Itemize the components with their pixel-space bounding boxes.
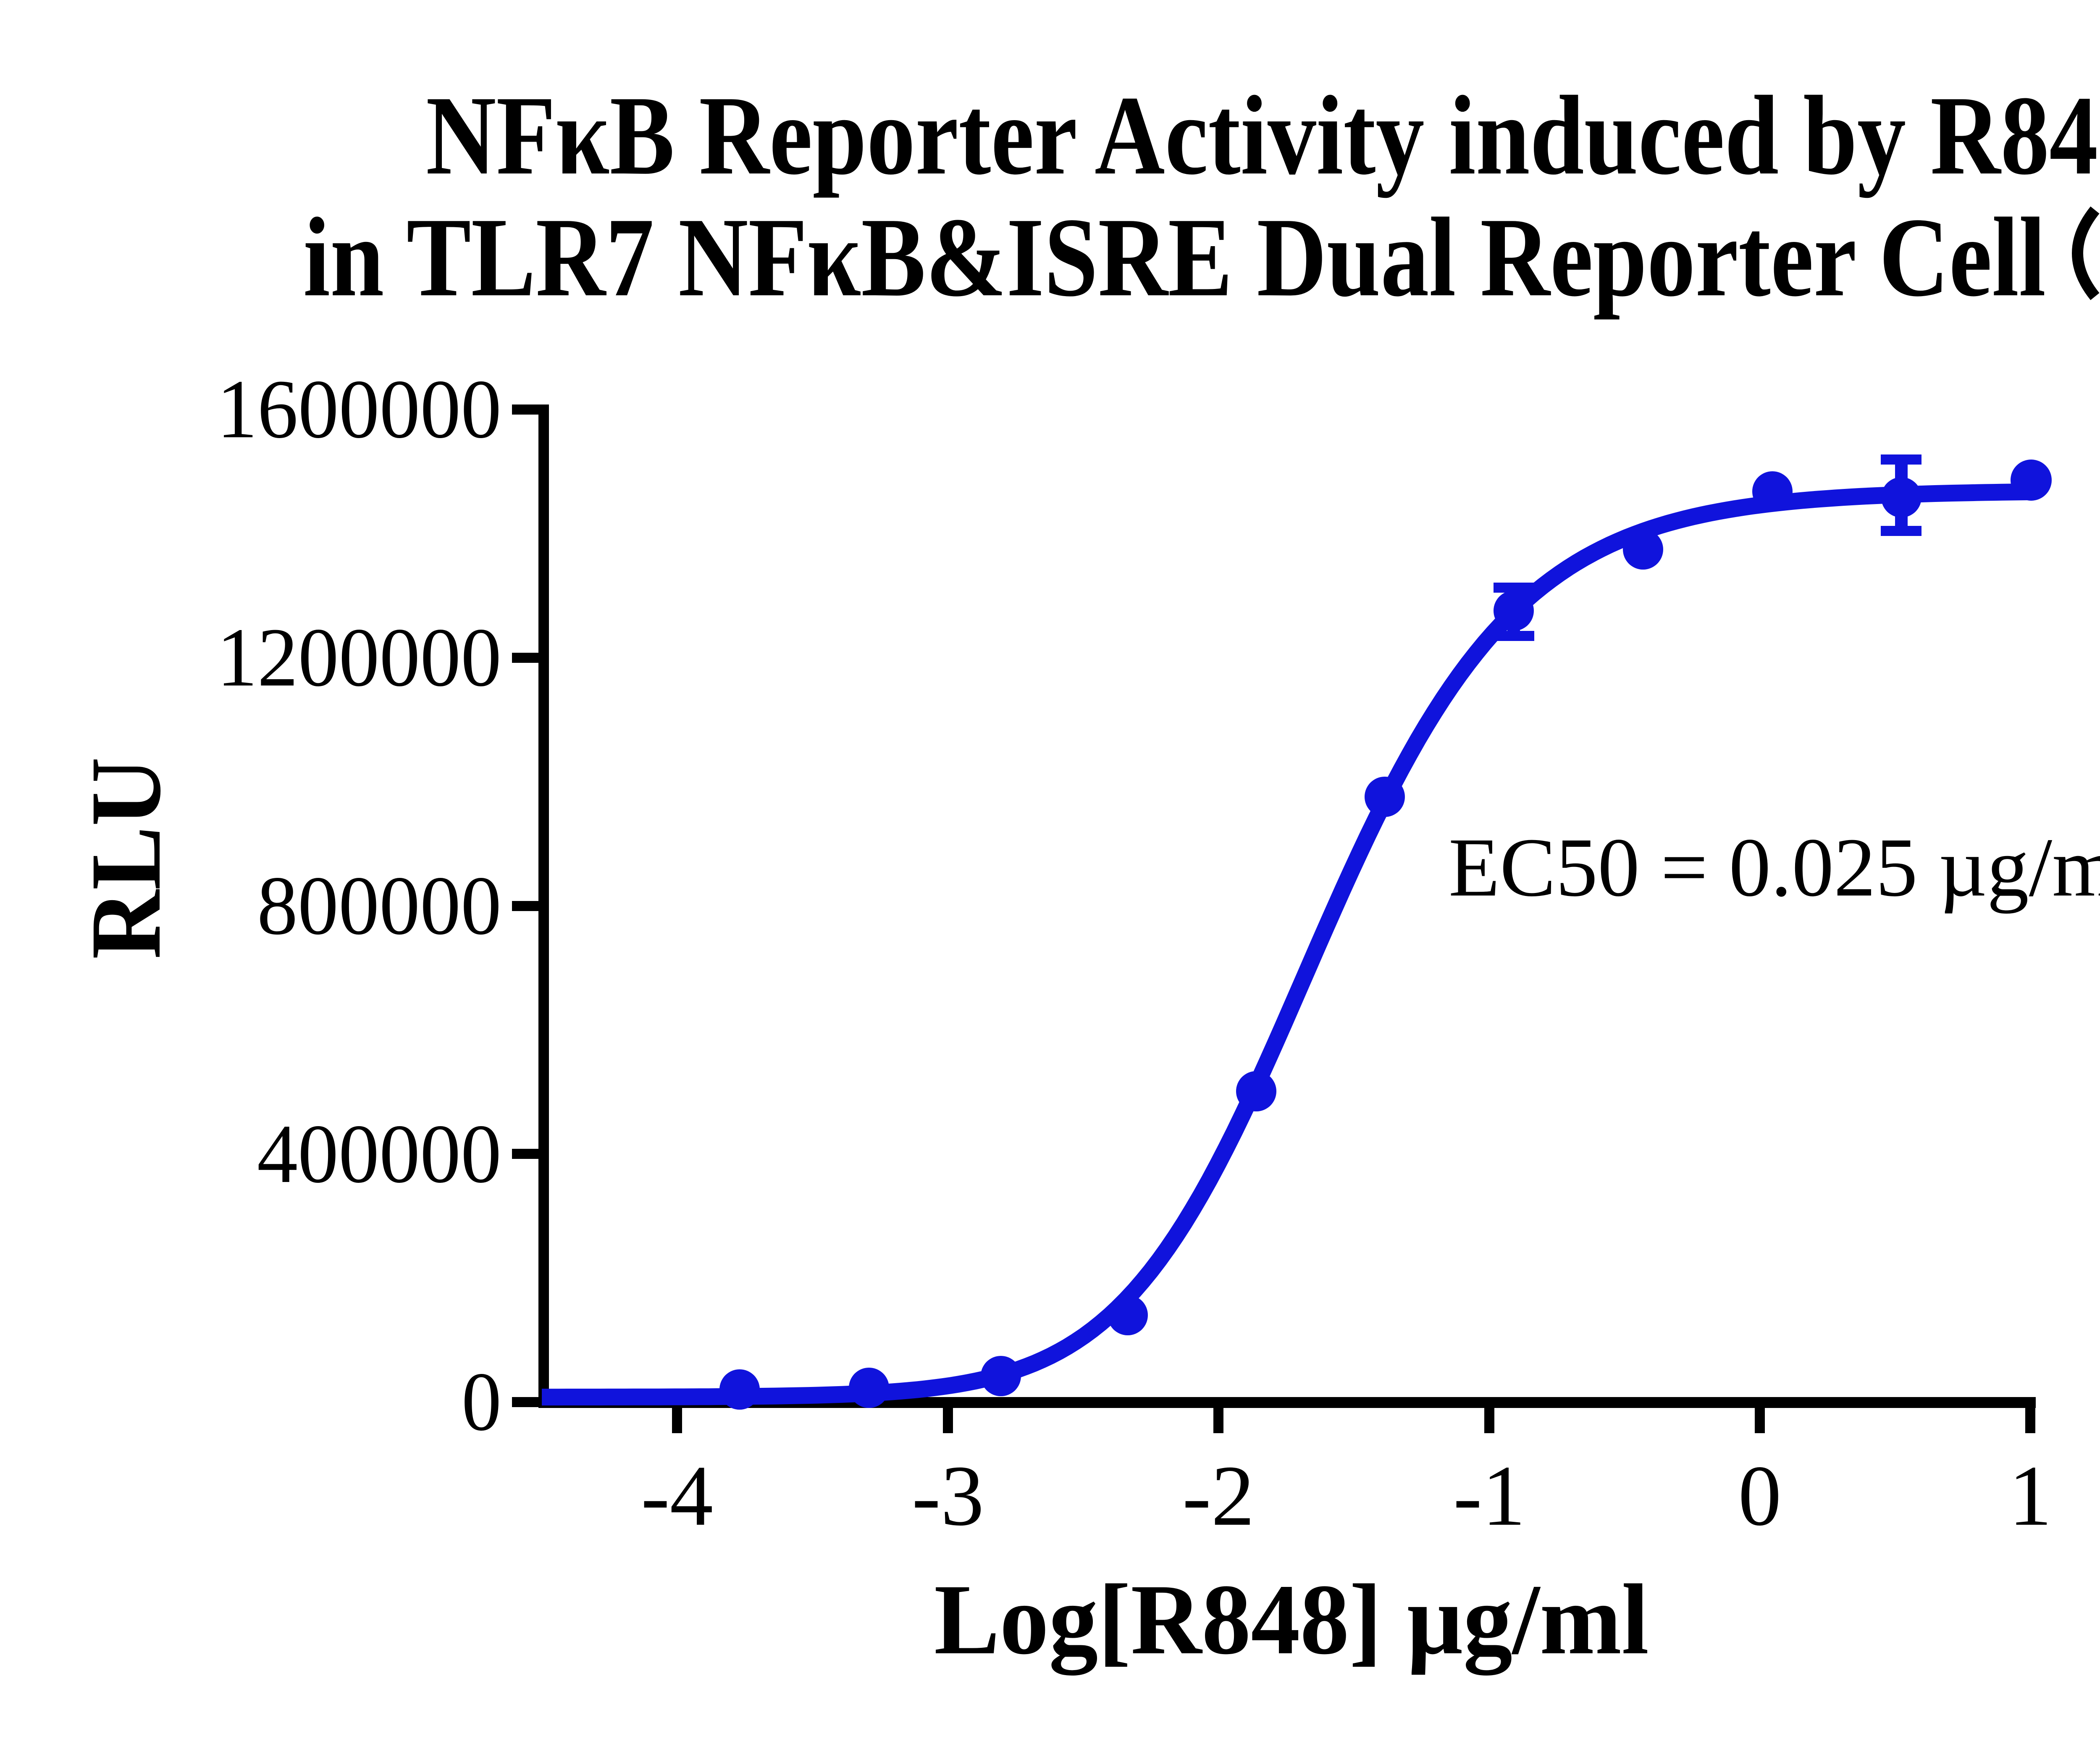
svg-text:400000: 400000: [257, 1108, 501, 1200]
svg-text:NFκB Reporter Activity induced: NFκB Reporter Activity induced by R848: [426, 73, 2100, 198]
svg-text:0: 0: [1738, 1447, 1782, 1544]
svg-text:1200000: 1200000: [217, 611, 501, 704]
svg-text:in TLR7 NFκB&ISRE Dual Reporte: in TLR7 NFκB&ISRE Dual Reporter Cell: [303, 194, 2046, 320]
svg-text:EC50 = 0.025 µg/ml: EC50 = 0.025 µg/ml: [1449, 821, 2100, 914]
svg-text:RLU: RLU: [70, 757, 181, 959]
svg-text:-3: -3: [912, 1447, 984, 1544]
svg-text:1600000: 1600000: [217, 363, 501, 456]
svg-text:Log[R848] µg/ml: Log[R848] µg/ml: [934, 1563, 1649, 1676]
svg-text:-2: -2: [1182, 1447, 1255, 1544]
svg-text:-1: -1: [1453, 1447, 1525, 1544]
svg-text:1: 1: [2009, 1447, 2052, 1544]
svg-text:-4: -4: [641, 1447, 713, 1544]
svg-text:0: 0: [462, 1355, 501, 1448]
svg-text:800000: 800000: [257, 859, 501, 952]
